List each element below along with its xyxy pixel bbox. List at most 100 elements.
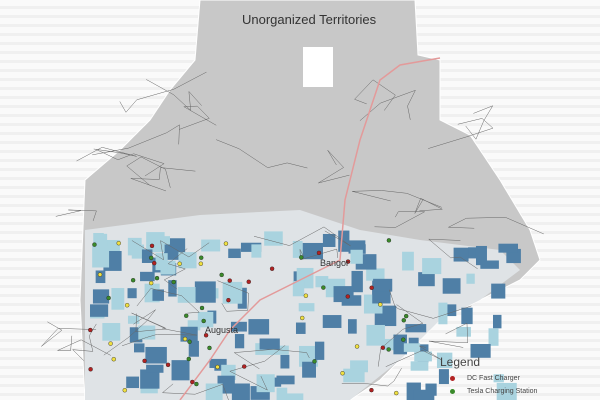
municipality [168, 280, 177, 297]
charging-station-marker[interactable] [152, 260, 157, 266]
charging-station-marker[interactable] [401, 318, 406, 323]
charging-station-marker[interactable] [321, 285, 326, 290]
charging-station-marker[interactable] [201, 318, 206, 324]
charging-station-marker[interactable] [199, 255, 204, 260]
charging-station-marker[interactable] [380, 345, 386, 350]
charging-station-marker[interactable] [242, 364, 247, 369]
municipality [205, 383, 223, 400]
charging-station-marker[interactable] [345, 259, 351, 264]
charging-station-marker[interactable] [106, 295, 111, 301]
charging-station-marker[interactable] [312, 359, 317, 364]
charging-station-marker[interactable] [394, 390, 399, 396]
charging-station-marker[interactable] [165, 362, 171, 368]
municipality [498, 243, 518, 253]
charging-station-marker[interactable] [88, 367, 93, 372]
legend: Legend DC Fast Charger Tesla Charging St… [440, 355, 537, 395]
municipality [92, 289, 110, 304]
charging-station-marker[interactable] [177, 261, 182, 266]
charging-station-marker[interactable] [340, 371, 345, 376]
municipality [146, 364, 164, 373]
charging-station-marker[interactable] [378, 302, 383, 307]
charging-station-marker[interactable] [92, 242, 97, 247]
charging-station-marker[interactable] [130, 278, 136, 283]
charging-station-marker[interactable] [111, 357, 116, 362]
charging-station-marker[interactable] [345, 294, 350, 299]
municipality [322, 233, 336, 247]
road [428, 238, 478, 270]
charging-station-marker[interactable] [198, 261, 204, 266]
charging-station-marker[interactable] [194, 381, 199, 387]
charging-station-marker[interactable] [219, 272, 224, 278]
charging-station-marker[interactable] [354, 344, 360, 349]
charging-station-marker[interactable] [303, 293, 309, 298]
road [318, 149, 350, 184]
road [428, 118, 494, 149]
charging-station-marker[interactable] [215, 364, 220, 370]
charging-station-marker[interactable] [403, 313, 409, 319]
charging-station-marker[interactable] [124, 303, 130, 308]
charging-station-marker[interactable] [207, 345, 212, 351]
charging-station-marker[interactable] [182, 336, 188, 342]
road [385, 345, 442, 367]
charging-station-marker[interactable] [88, 327, 93, 333]
charging-station-marker[interactable] [369, 285, 374, 290]
municipality [470, 343, 491, 358]
charging-station-marker[interactable] [122, 388, 127, 393]
charging-station-marker[interactable] [269, 266, 275, 271]
charging-station-marker[interactable] [186, 356, 191, 362]
charging-station-marker[interactable] [171, 279, 176, 285]
municipality [155, 253, 168, 271]
charging-station-marker[interactable] [108, 341, 113, 346]
municipality [493, 374, 504, 383]
municipality [298, 303, 315, 312]
region-label: Unorganized Territories [242, 12, 377, 27]
charging-station-marker[interactable] [149, 243, 155, 249]
charging-station-marker[interactable] [386, 347, 391, 352]
charging-station-marker[interactable] [187, 339, 192, 344]
charging-station-marker[interactable] [226, 297, 231, 303]
charging-station-marker[interactable] [401, 337, 406, 342]
municipality [111, 288, 125, 310]
municipality [480, 260, 499, 269]
road [130, 167, 196, 192]
charging-station-marker[interactable] [369, 387, 374, 393]
municipality [270, 345, 289, 355]
charging-station-marker[interactable] [386, 238, 392, 243]
charging-station-marker[interactable] [97, 272, 103, 277]
charging-station-marker[interactable] [154, 275, 160, 281]
charging-station-marker[interactable] [316, 250, 322, 256]
municipality [333, 286, 354, 303]
municipality [468, 247, 482, 259]
road [55, 209, 97, 221]
municipality [134, 343, 145, 353]
charging-station-marker[interactable] [142, 358, 147, 364]
municipality [131, 244, 145, 259]
charging-stations [88, 238, 409, 396]
municipality [140, 369, 160, 389]
charging-station-marker[interactable] [246, 279, 251, 284]
municipality [141, 249, 153, 263]
municipality [222, 281, 243, 304]
municipality [453, 247, 469, 262]
charging-station-marker[interactable] [300, 315, 305, 321]
charging-station-marker[interactable] [203, 333, 209, 338]
charging-station-marker[interactable] [148, 280, 154, 286]
municipality [251, 244, 262, 258]
legend-label: Tesla Charging Station [467, 388, 538, 395]
charging-station-marker[interactable] [199, 305, 205, 311]
charging-station-marker[interactable] [116, 241, 121, 246]
charging-station-marker[interactable] [184, 313, 189, 318]
road [76, 147, 137, 162]
charging-station-marker[interactable] [149, 255, 154, 261]
charging-station-marker[interactable] [223, 241, 229, 246]
legend-label: DC Fast Charger [467, 375, 520, 382]
charging-station-marker[interactable] [190, 379, 195, 385]
municipality [322, 315, 342, 328]
road [96, 149, 165, 177]
charging-station-marker[interactable] [299, 255, 304, 260]
charging-station-marker[interactable] [227, 278, 232, 283]
legend-title: Legend [440, 355, 481, 369]
city-label-augusta: Augusta [205, 325, 239, 335]
municipality [403, 343, 421, 352]
